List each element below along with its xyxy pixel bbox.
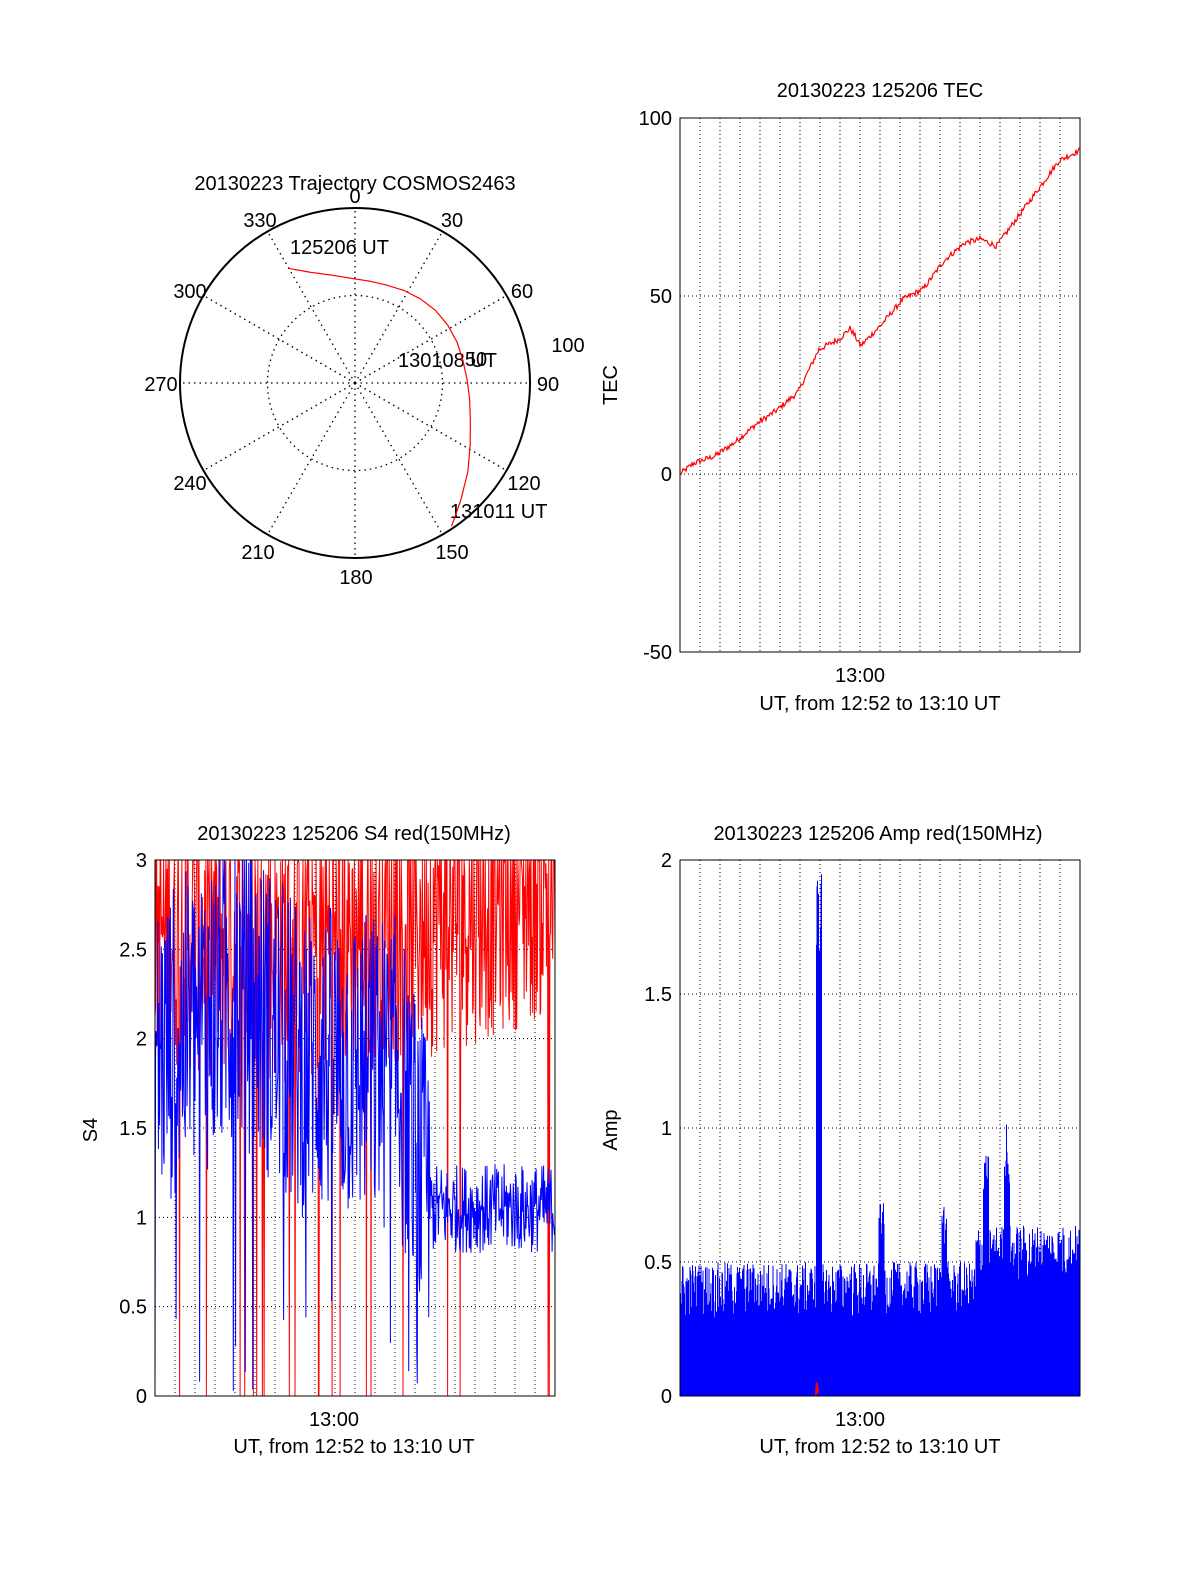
- s4-title: 20130223 125206 S4 red(150MHz): [197, 823, 511, 845]
- azimuth-label: 30: [441, 210, 463, 232]
- azimuth-label: 150: [435, 542, 468, 564]
- tec-title: 20130223 125206 TEC: [777, 80, 983, 102]
- track-start-label: 125206 UT: [290, 237, 389, 259]
- polar-outer-circle: [179, 207, 531, 559]
- azimuth-label: 90: [537, 374, 559, 396]
- tec-grid: [680, 118, 1080, 652]
- y-tick-label: 1: [136, 1207, 147, 1229]
- y-tick-label: 2: [661, 850, 672, 872]
- y-tick-label: 0: [661, 1386, 672, 1408]
- tec-panel: 20130223 125206 TEC -50 0 50 100 13:00 UT, …: [600, 80, 1081, 715]
- amp-red-series: [814, 1382, 819, 1397]
- polar-grid: [179, 207, 531, 559]
- amp-ylabel: Amp: [600, 1109, 622, 1150]
- track-end-label: 131011 UT: [450, 501, 547, 523]
- azimuth-label: 0: [349, 186, 360, 208]
- azimuth-label: 180: [339, 567, 372, 589]
- amp-x-tick-label: 13:00: [835, 1409, 885, 1431]
- y-tick-label: 100: [639, 108, 672, 130]
- trajectory-track: [288, 267, 471, 527]
- azimuth-label: 330: [243, 210, 276, 232]
- y-tick-label: 0: [661, 464, 672, 486]
- y-tick-label: 1.5: [644, 984, 672, 1006]
- trajectory-panel: 20130223 Trajectory COSMOS2463 0 30 60 90 12…: [144, 173, 584, 589]
- s4-x-tick-label: 13:00: [309, 1409, 359, 1431]
- amp-y-ticks: 0 0.5 1 1.5 2: [644, 850, 672, 1408]
- azimuth-label: 210: [241, 542, 274, 564]
- amp-frame: [679, 859, 1081, 1397]
- s4-series: [154, 859, 556, 1397]
- s4-blue-series: [154, 859, 556, 1391]
- polar-spoke: [203, 382, 356, 472]
- amp-grid: [680, 860, 1080, 1396]
- s4-xlabel: UT, from 12:52 to 13:10 UT: [233, 1436, 474, 1458]
- s4-ylabel: S4: [80, 1118, 102, 1142]
- y-tick-label: 50: [650, 286, 672, 308]
- amp-panel: 20130223 125206 Amp red(150MHz) 0 0.5 1 1.5…: [600, 823, 1081, 1458]
- y-tick-label: 1: [661, 1118, 672, 1140]
- polar-spoke: [354, 382, 507, 472]
- tec-series-line: [679, 147, 1081, 476]
- y-tick-label: 0.5: [119, 1297, 147, 1319]
- tec-ylabel: TEC: [600, 365, 622, 405]
- tec-frame: [679, 117, 1081, 653]
- y-tick-label: 2.5: [119, 939, 147, 961]
- azimuth-label: 240: [173, 473, 206, 495]
- y-tick-label: 3: [136, 850, 147, 872]
- tec-x-tick-label: 13:00: [835, 665, 885, 687]
- track-mid-label: 130108 UT: [398, 350, 497, 372]
- azimuth-label: 120: [507, 473, 540, 495]
- trajectory-title: 20130223 Trajectory COSMOS2463: [194, 173, 515, 195]
- s4-frame: [154, 859, 556, 1397]
- s4-y-ticks: 0 0.5 1 1.5 2 2.5 3: [119, 850, 147, 1408]
- polar-labels: 0 30 60 90 120 150 180 210 240 270 300 330 50 100: [144, 186, 584, 589]
- amp-xlabel: UT, from 12:52 to 13:10 UT: [759, 1436, 1000, 1458]
- y-tick-label: 2: [136, 1029, 147, 1051]
- polar-inner-circle: [266, 294, 444, 472]
- azimuth-label: 300: [173, 281, 206, 303]
- azimuth-label: 270: [144, 374, 177, 396]
- y-tick-label: -50: [643, 642, 672, 664]
- y-tick-label: 0: [136, 1386, 147, 1408]
- polar-spoke: [266, 382, 356, 535]
- polar-spoke: [354, 382, 444, 535]
- y-tick-label: 0.5: [644, 1252, 672, 1274]
- tec-xlabel: UT, from 12:52 to 13:10 UT: [759, 693, 1000, 715]
- radial-label: 50: [465, 349, 487, 371]
- amp-title: 20130223 125206 Amp red(150MHz): [713, 823, 1042, 845]
- radial-label: 100: [551, 335, 584, 357]
- tec-y-ticks: -50 0 50 100: [639, 108, 672, 664]
- y-tick-label: 1.5: [119, 1118, 147, 1140]
- azimuth-label: 60: [511, 281, 533, 303]
- s4-panel: 20130223 125206 S4 red(150MHz) 0 0.5 1 1.5 2…: [80, 823, 556, 1458]
